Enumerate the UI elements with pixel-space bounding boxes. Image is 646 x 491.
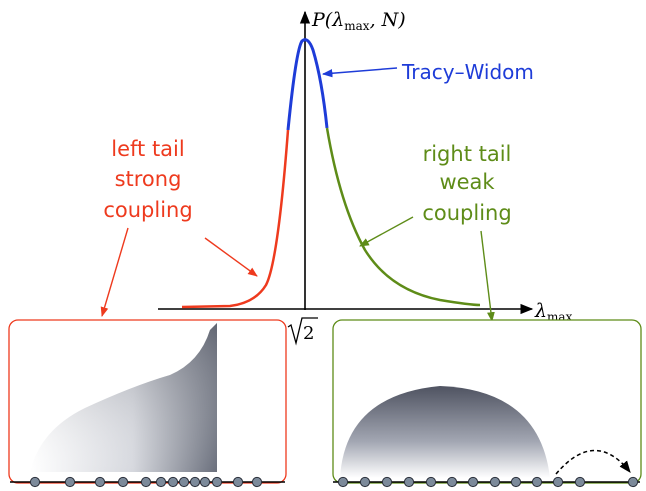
left-bead-11 [211,476,223,488]
svg-text:right tail: right tail [423,142,512,166]
svg-text:left tail: left tail [111,137,184,161]
tracy-widom-arrow [321,67,398,78]
left-bead-2 [64,476,76,488]
right-bead-10 [531,476,543,488]
svg-text:coupling: coupling [103,198,192,222]
svg-text:strong: strong [115,167,182,191]
left-inset [8,319,287,488]
right-bead-7 [467,476,479,488]
y-axis-label: P(λmax, N) [311,9,406,33]
right-bead-1 [337,476,349,488]
left-bead-4 [117,476,129,488]
left-inset-beads [29,476,263,488]
right-bead-13 [627,476,639,488]
svg-text:weak: weak [439,170,495,194]
right-bead-3 [381,476,393,488]
right-bead-2 [359,476,371,488]
right-tail-label: right tail weak coupling [422,142,511,225]
left-bead-6 [155,476,167,488]
right-bead-11 [552,476,564,488]
curve-tracy-widom [286,38,329,131]
left-bead-3 [94,476,106,488]
curve-right-tail [325,127,481,307]
left-tail-label: left tail strong coupling [103,137,192,222]
left-bead-13 [251,476,263,488]
right-bead-4 [403,476,415,488]
left-tail-arrow-to-inset [100,227,129,317]
right-inset-hop-arrow [555,449,631,475]
right-bead-9 [510,476,522,488]
left-bead-10 [199,476,211,488]
left-bead-12 [232,476,244,488]
left-bead-9 [189,476,201,488]
left-bead-8 [178,476,190,488]
right-inset-density [340,386,550,478]
left-bead-5 [140,476,152,488]
right-tail-arrow-to-curve [359,216,414,247]
left-bead-7 [167,476,179,488]
right-bead-5 [425,476,437,488]
tracy-widom-label: Tracy–Widom [401,60,534,84]
x-tick-sqrt2: 2 [287,317,318,346]
right-inset-beads [337,476,639,488]
right-tail-arrow-to-inset [480,230,495,322]
left-inset-density-shade [30,323,217,472]
svg-text:2: 2 [303,323,314,344]
right-inset [332,319,642,488]
curve-left-tail [181,129,290,309]
right-bead-12 [574,476,586,488]
svg-text:coupling: coupling [422,201,511,225]
right-bead-8 [489,476,501,488]
left-bead-1 [29,476,41,488]
left-tail-arrow-to-curve [204,237,258,277]
right-bead-6 [446,476,458,488]
